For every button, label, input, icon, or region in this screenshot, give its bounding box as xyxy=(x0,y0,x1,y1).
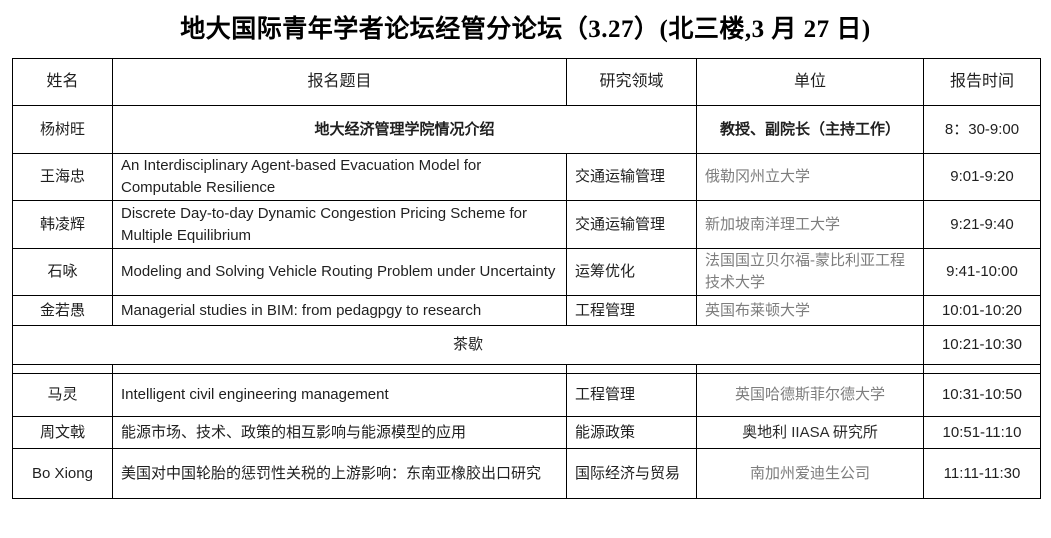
cell-title: Discrete Day-to-day Dynamic Congestion P… xyxy=(112,200,567,249)
cell-time: 8：30-9:00 xyxy=(923,105,1041,154)
table-row: 马灵 Intelligent civil engineering managem… xyxy=(12,373,1041,417)
cell-empty xyxy=(12,364,113,374)
cell-title: Managerial studies in BIM: from pedagpgy… xyxy=(112,295,567,326)
cell-title: 地大经济管理学院情况介绍 xyxy=(112,105,697,154)
table-row: 石咏 Modeling and Solving Vehicle Routing … xyxy=(12,248,1041,296)
cell-time: 11:11-11:30 xyxy=(923,448,1041,499)
cell-time: 10:01-10:20 xyxy=(923,295,1041,326)
cell-name: 王海忠 xyxy=(12,153,113,201)
page-title: 地大国际青年学者论坛经管分论坛（3.27）(北三楼,3 月 27 日) xyxy=(180,16,871,43)
cell-title: Intelligent civil engineering management xyxy=(112,373,567,417)
cell-field: 工程管理 xyxy=(566,295,697,326)
cell-field: 工程管理 xyxy=(566,373,697,417)
spacer-row xyxy=(12,364,1041,374)
cell-institution: 教授、副院长（主持工作） xyxy=(696,105,924,154)
cell-institution: 英国布莱顿大学 xyxy=(696,295,924,326)
table-row: 杨树旺 地大经济管理学院情况介绍 教授、副院长（主持工作） 8：30-9:00 xyxy=(12,105,1041,154)
cell-title: 能源市场、技术、政策的相互影响与能源模型的应用 xyxy=(112,416,567,449)
cell-time: 9:01-9:20 xyxy=(923,153,1041,201)
cell-name: 周文戟 xyxy=(12,416,113,449)
cell-field: 运筹优化 xyxy=(566,248,697,296)
cell-time: 10:51-11:10 xyxy=(923,416,1041,449)
header-name: 姓名 xyxy=(12,58,113,106)
table-row: 金若愚 Managerial studies in BIM: from peda… xyxy=(12,295,1041,326)
cell-time: 10:31-10:50 xyxy=(923,373,1041,417)
cell-time: 10:21-10:30 xyxy=(923,325,1041,365)
cell-field: 能源政策 xyxy=(566,416,697,449)
cell-empty xyxy=(112,364,567,374)
cell-name: Bo Xiong xyxy=(12,448,113,499)
cell-name: 金若愚 xyxy=(12,295,113,326)
table-row: 周文戟 能源市场、技术、政策的相互影响与能源模型的应用 能源政策 奥地利 IIA… xyxy=(12,416,1041,449)
cell-field: 交通运输管理 xyxy=(566,153,697,201)
cell-title: Modeling and Solving Vehicle Routing Pro… xyxy=(112,248,567,296)
cell-institution: 奥地利 IIASA 研究所 xyxy=(696,416,924,449)
cell-break-label: 茶歇 xyxy=(12,325,924,365)
cell-title: An Interdisciplinary Agent-based Evacuat… xyxy=(112,153,567,201)
cell-empty xyxy=(696,364,924,374)
header-field: 研究领域 xyxy=(566,58,697,106)
cell-name: 马灵 xyxy=(12,373,113,417)
cell-name: 杨树旺 xyxy=(12,105,113,154)
table-row: 韩凌辉 Discrete Day-to-day Dynamic Congesti… xyxy=(12,200,1041,249)
cell-field: 交通运输管理 xyxy=(566,200,697,249)
cell-title: 美国对中国轮胎的惩罚性关税的上游影响：东南亚橡胶出口研究 xyxy=(112,448,567,499)
cell-institution: 英国哈德斯菲尔德大学 xyxy=(696,373,924,417)
cell-institution: 新加坡南洋理工大学 xyxy=(696,200,924,249)
cell-institution: 法国国立贝尔福-蒙比利亚工程技术大学 xyxy=(696,248,924,296)
cell-field: 国际经济与贸易 xyxy=(566,448,697,499)
header-time: 报告时间 xyxy=(923,58,1041,106)
header-title: 报名题目 xyxy=(112,58,567,106)
cell-empty xyxy=(923,364,1041,374)
table-row: 王海忠 An Interdisciplinary Agent-based Eva… xyxy=(12,153,1041,201)
table-row: Bo Xiong 美国对中国轮胎的惩罚性关税的上游影响：东南亚橡胶出口研究 国际… xyxy=(12,448,1041,499)
cell-institution: 俄勒冈州立大学 xyxy=(696,153,924,201)
header-institution: 单位 xyxy=(696,58,924,106)
cell-institution: 南加州爱迪生公司 xyxy=(696,448,924,499)
cell-time: 9:41-10:00 xyxy=(923,248,1041,296)
cell-name: 石咏 xyxy=(12,248,113,296)
schedule-table: 姓名 报名题目 研究领域 单位 报告时间 杨树旺 地大经济管理学院情况介绍 教授… xyxy=(12,58,1041,499)
tea-break-row: 茶歇 10:21-10:30 xyxy=(12,325,1041,365)
cell-time: 9:21-9:40 xyxy=(923,200,1041,249)
cell-name: 韩凌辉 xyxy=(12,200,113,249)
cell-empty xyxy=(566,364,697,374)
header-row: 姓名 报名题目 研究领域 单位 报告时间 xyxy=(12,58,1041,106)
